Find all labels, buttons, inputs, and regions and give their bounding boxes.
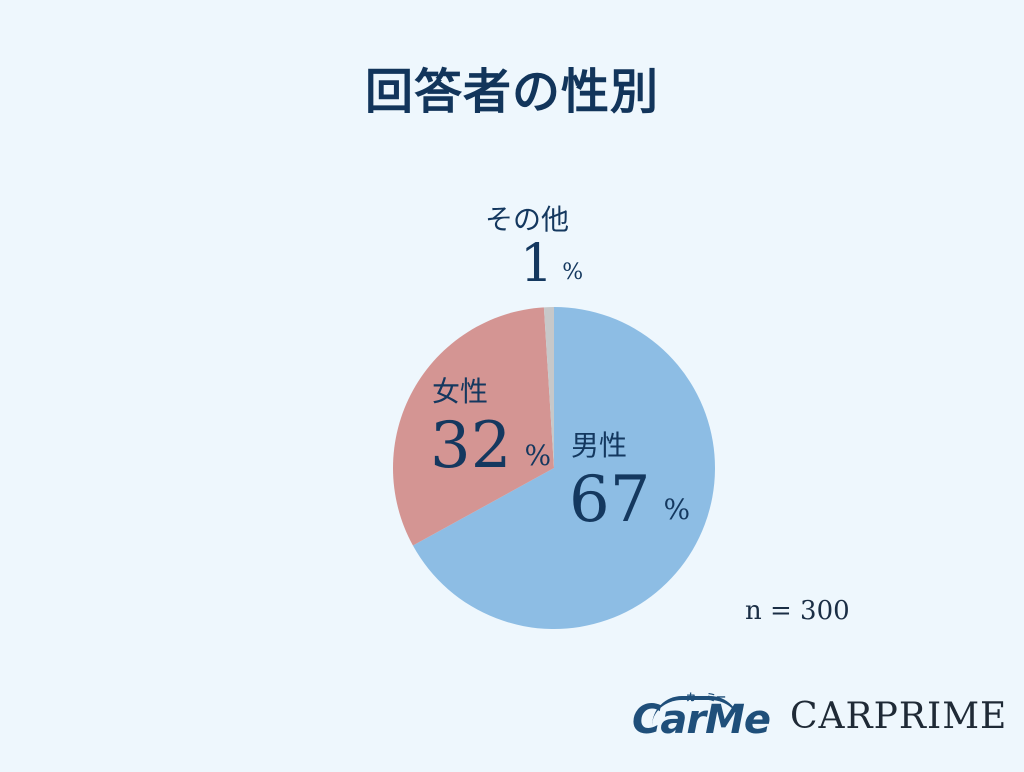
carprime-logo: CARPRIME bbox=[790, 696, 1008, 737]
female-value: 32 bbox=[430, 409, 512, 483]
female-label-block: 女性 bbox=[432, 378, 488, 406]
other-label: その他 bbox=[485, 203, 570, 236]
male-value-block: 67 % bbox=[569, 468, 690, 532]
pie-slice-0 bbox=[412, 307, 716, 630]
page-title: 回答者の性別 bbox=[364, 64, 659, 120]
male-unit: % bbox=[663, 493, 691, 526]
carme-arc-icon bbox=[652, 696, 740, 726]
female-value-block: 32 % bbox=[430, 414, 551, 478]
carme-wordmark: CarMe bbox=[632, 697, 771, 743]
carme-logo: カーミー CarMe bbox=[632, 689, 771, 743]
female-label: 女性 bbox=[432, 375, 489, 408]
pie-slice-2 bbox=[543, 307, 554, 468]
male-label-block: 男性 bbox=[571, 432, 627, 460]
carme-kana: カーミー bbox=[686, 693, 726, 704]
other-label-block: その他 bbox=[485, 206, 569, 234]
male-label: 男性 bbox=[571, 429, 628, 462]
other-unit: % bbox=[562, 260, 584, 285]
female-unit: % bbox=[524, 439, 552, 472]
pie-slices-group bbox=[393, 307, 716, 630]
sample-size-note: n = 300 bbox=[745, 596, 850, 626]
other-value-block: 1 % bbox=[520, 238, 583, 290]
pie-slice-1 bbox=[393, 307, 554, 546]
other-value: 1 bbox=[520, 234, 554, 294]
male-value: 67 bbox=[569, 463, 651, 537]
